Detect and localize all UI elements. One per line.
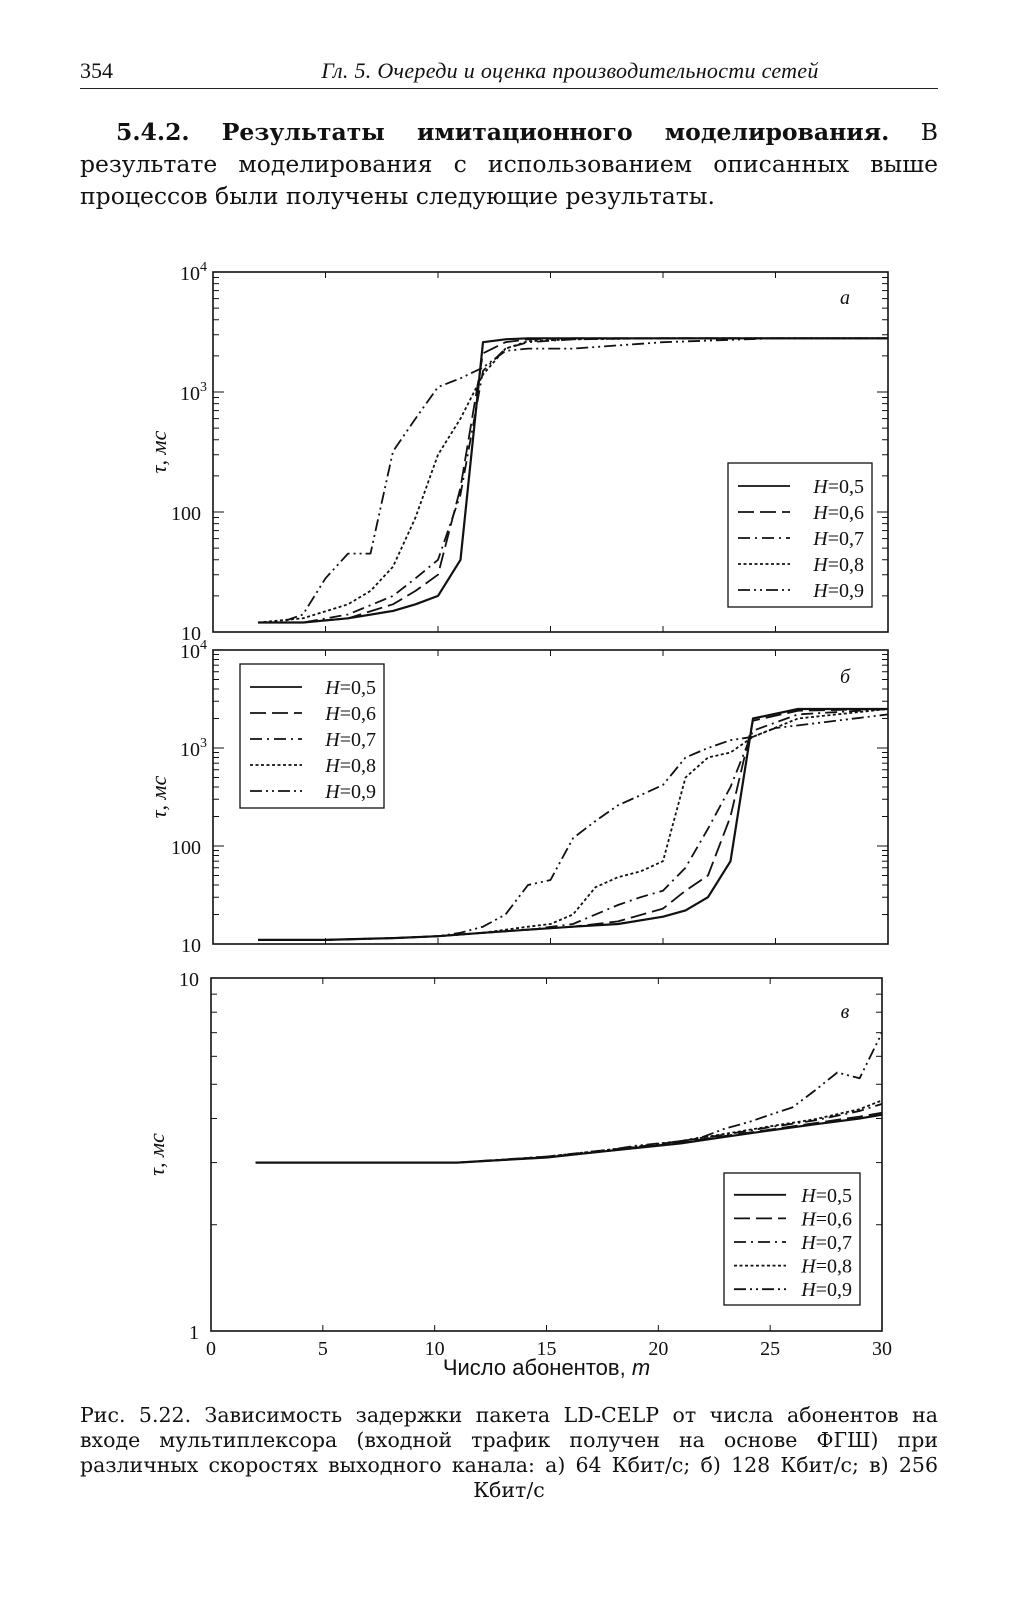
- panel-label: б: [840, 666, 851, 688]
- section-paragraph: 5.4.2. Результаты имитационного моделиро…: [80, 116, 938, 212]
- y-tick-label: 100: [171, 503, 201, 525]
- legend-label: H=0,9: [800, 1279, 852, 1301]
- y-tick-label: 104: [180, 260, 207, 285]
- legend-box: [239, 663, 385, 809]
- page-number: 354: [80, 58, 113, 83]
- page-header: 354 Гл. 5. Очереди и оценка производител…: [80, 58, 938, 89]
- legend-label: H=0,6: [324, 703, 376, 725]
- legend-label: H=0,6: [800, 1208, 852, 1230]
- legend-label: H=0,7: [812, 528, 864, 550]
- series-line: [257, 337, 888, 624]
- legend: H=0,5 H=0,6 H=0,7 H=0,8 H=0,9: [727, 462, 873, 608]
- legend-label: H=0,7: [800, 1232, 852, 1254]
- section-text: В результате моделирования с использован…: [80, 118, 938, 210]
- y-tick-label: 10: [181, 623, 201, 645]
- panel-label: а: [840, 287, 850, 309]
- y-axis-label: τ, мс: [146, 430, 171, 473]
- legend-label: H=0,5: [812, 476, 864, 498]
- x-tick-label: 30: [872, 1338, 892, 1360]
- legend: H=0,5H=0,6H=0,7H=0,8H=0,9: [723, 1172, 861, 1306]
- legend-label: H=0,8: [800, 1256, 852, 1278]
- x-tick-label: 15: [537, 1338, 557, 1360]
- legend: H=0,5 H=0,6 H=0,7 H=0,8 H=0,9: [239, 663, 385, 809]
- y-tick-label: 104: [180, 638, 207, 663]
- legend-label: H=0,8: [812, 554, 864, 576]
- running-title: Гл. 5. Очереди и оценка производительнос…: [321, 58, 819, 83]
- y-tick-label: 103: [180, 736, 207, 761]
- series-line: [258, 337, 888, 624]
- figure-caption: Рис. 5.22. Зависимость задержки пакета L…: [80, 1403, 938, 1502]
- chart-panel: 1 10 τ, мс в H=0,5H=0,6H=0,7H=0,8H=0,9 0 5 10 15…: [144, 969, 892, 1380]
- x-tick-label: 25: [760, 1338, 780, 1360]
- x-axis-label: Число абонентов, m: [443, 1355, 650, 1380]
- y-tick-label: 10: [181, 935, 201, 957]
- x-tick-label: 20: [648, 1338, 668, 1360]
- y-tick-label: 1: [189, 1322, 199, 1344]
- legend-label: H=0,5: [324, 677, 376, 699]
- legend-label: H=0,6: [812, 502, 864, 524]
- y-tick-label: 10: [179, 969, 199, 991]
- section-heading: 5.4.2. Результаты имитационного моделиро…: [116, 118, 890, 146]
- legend-label: H=0,8: [324, 755, 376, 777]
- series-line: [258, 708, 889, 941]
- x-tick-label: 0: [206, 1338, 216, 1360]
- y-tick-label: 100: [171, 837, 201, 859]
- x-tick-label: 5: [318, 1338, 328, 1360]
- y-tick-label: 103: [180, 380, 207, 405]
- legend-label: H=0,7: [324, 729, 376, 751]
- series-line: [258, 337, 888, 624]
- y-axis-label: τ, мс: [144, 1133, 169, 1176]
- series-line: [258, 713, 889, 941]
- y-axis-label: τ, мс: [146, 775, 171, 818]
- panel-label: в: [841, 1001, 850, 1023]
- legend-label: H=0,5: [800, 1185, 852, 1207]
- series-line: [255, 1032, 883, 1164]
- legend-box: [727, 462, 873, 608]
- x-tick-label: 10: [425, 1338, 445, 1360]
- legend-label: H=0,9: [324, 781, 376, 803]
- legend-label: H=0,9: [812, 580, 864, 602]
